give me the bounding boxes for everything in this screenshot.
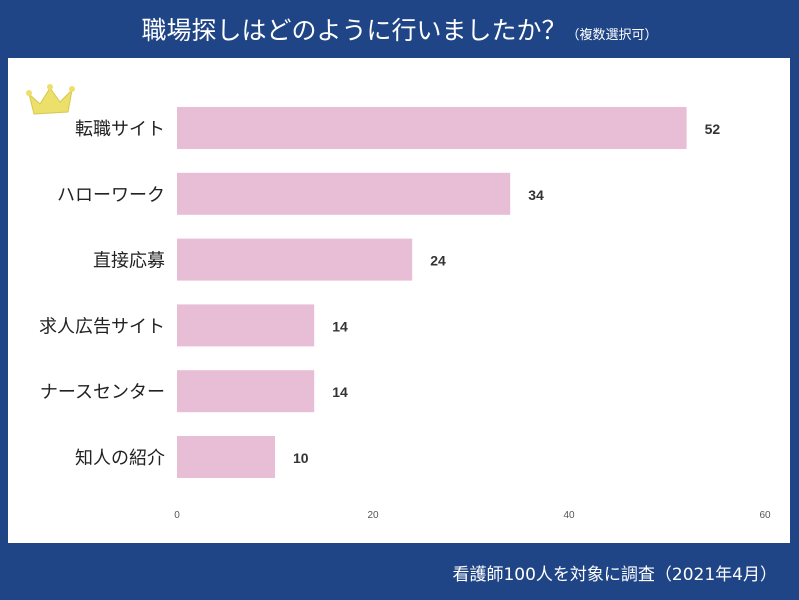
data-label: 52 bbox=[705, 121, 721, 137]
x-tick-label: 0 bbox=[174, 510, 180, 521]
bar bbox=[177, 370, 315, 413]
bar bbox=[177, 107, 687, 149]
category-label: 求人広告サイト bbox=[39, 316, 165, 337]
footer-note: 看護師100人を対象に調査（2021年4月） bbox=[452, 565, 777, 585]
x-tick-label: 60 bbox=[759, 510, 771, 521]
chart-title: 職場探しはどのように行いましたか？（複数選択可） bbox=[0, 0, 799, 58]
data-label: 10 bbox=[293, 450, 309, 466]
x-tick-label: 40 bbox=[563, 510, 575, 521]
bar bbox=[177, 304, 315, 347]
crown-icon bbox=[26, 84, 75, 115]
category-label: 知人の紹介 bbox=[75, 448, 165, 469]
x-tick-label: 20 bbox=[367, 510, 379, 521]
data-label: 14 bbox=[332, 318, 348, 334]
bar bbox=[177, 172, 511, 215]
category-label: ハローワーク bbox=[57, 185, 165, 206]
title-text: 職場探しはどのように行いましたか？ bbox=[141, 16, 567, 45]
category-label: 転職サイト bbox=[75, 119, 165, 140]
data-label: 14 bbox=[332, 384, 348, 400]
category-label: ナースセンター bbox=[40, 382, 165, 403]
data-label: 34 bbox=[528, 187, 544, 203]
bar bbox=[177, 238, 413, 281]
subtitle-text: （複数選択可） bbox=[566, 28, 658, 43]
category-label: 直接応募 bbox=[93, 251, 165, 272]
data-label: 24 bbox=[430, 253, 446, 269]
bar bbox=[177, 436, 275, 478]
